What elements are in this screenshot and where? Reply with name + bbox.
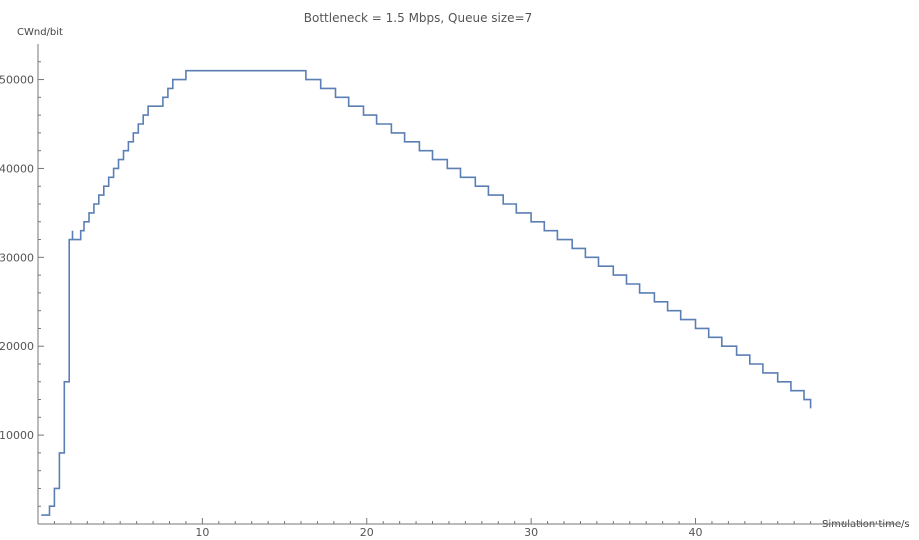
- series-line-0: [41, 69, 812, 516]
- y-axis-label: CWnd/bit: [17, 27, 63, 38]
- y-tick-label: 30000: [0, 251, 34, 264]
- x-tick-label: 20: [360, 526, 374, 539]
- y-tick-label: 40000: [0, 162, 34, 175]
- y-tick-label: 50000: [0, 74, 34, 87]
- x-tick-label: 30: [524, 526, 538, 539]
- tick-labels: 10 20 30 40 10000 20000 30000 40000 50000: [0, 74, 703, 539]
- x-tick-label: 10: [195, 526, 209, 539]
- axis-ticks: [38, 61, 894, 524]
- x-tick-label: 40: [689, 526, 703, 539]
- chart-title: Bottleneck = 1.5 Mbps, Queue size=7: [304, 11, 532, 25]
- y-tick-label: 20000: [0, 340, 34, 353]
- y-tick-label: 10000: [0, 429, 34, 442]
- series-group: [41, 69, 812, 516]
